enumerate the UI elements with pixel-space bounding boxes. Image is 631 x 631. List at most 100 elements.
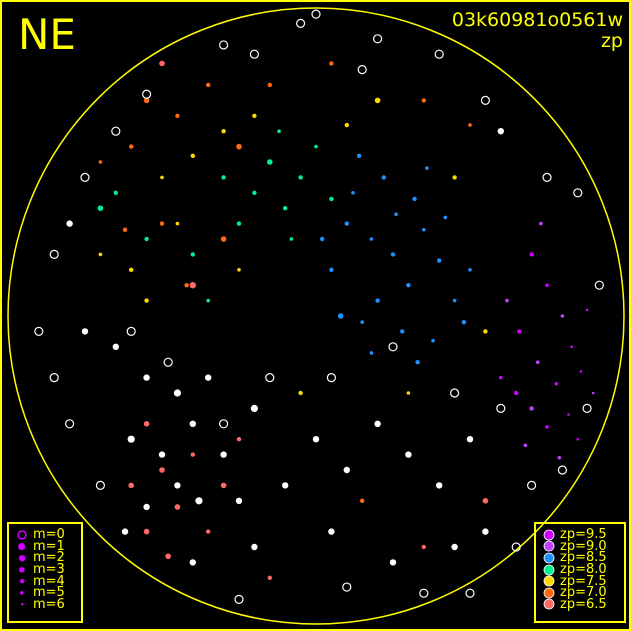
star-point [400, 329, 405, 334]
star-point [64, 419, 75, 429]
legend-symbol [11, 578, 33, 584]
legend-entry: zp=8.5 [538, 550, 624, 566]
star-point [113, 190, 119, 195]
star-point [529, 406, 534, 411]
star-point [251, 543, 258, 551]
star-point [66, 220, 73, 227]
legend-label: zp=9.5 [560, 527, 607, 543]
legend-entry: m=3 [11, 562, 81, 577]
star-point [344, 122, 349, 128]
star-point [539, 221, 543, 226]
star-point [374, 420, 381, 427]
star-point [390, 252, 396, 257]
star-point [560, 314, 565, 318]
star-point [374, 97, 381, 104]
color-by-label: zp [600, 30, 623, 52]
zp-legend: zp=9.5 zp=9.0 zp=8.5 zp=8.0 zp=7.5 zp=7.0 zp=6… [534, 522, 626, 623]
star-point [545, 283, 549, 288]
legend-label: m=5 [33, 585, 65, 601]
star-point [219, 40, 229, 50]
star-point [206, 298, 210, 303]
star-point [143, 421, 150, 427]
legend-entry: zp=9.5 [538, 527, 624, 543]
star-point [34, 326, 44, 336]
legend-label: zp=8.0 [560, 562, 607, 578]
star-point [461, 319, 467, 325]
star-point [190, 252, 195, 257]
magnitude-legend: m=0 m=1 m=2 m=3 m=4 m=5 m=6 [7, 522, 83, 623]
star-point [312, 436, 320, 443]
star-point [143, 97, 150, 104]
star-point [373, 34, 383, 44]
star-point [570, 345, 573, 349]
star-point [267, 82, 272, 88]
star-point [415, 360, 420, 365]
star-point [369, 237, 374, 241]
star-point [406, 391, 411, 395]
star-point [326, 373, 336, 383]
star-point [265, 373, 275, 383]
star-point [98, 252, 103, 257]
legend-symbol [11, 542, 33, 551]
star-point [329, 267, 334, 272]
star-point [369, 351, 374, 355]
star-point [190, 153, 195, 159]
star-point [421, 544, 426, 550]
star-point [175, 113, 180, 119]
star-point [576, 437, 580, 441]
star-point [252, 190, 257, 195]
legend-entry: zp=6.5 [538, 597, 624, 612]
star-point [351, 191, 355, 195]
star-point [360, 498, 365, 503]
star-point [360, 320, 365, 324]
star-point [174, 504, 181, 510]
star-point [144, 298, 149, 303]
legend-symbol [538, 598, 560, 610]
star-point [594, 280, 604, 290]
star-point [142, 89, 152, 99]
star-point [175, 221, 180, 226]
legend-symbol [11, 554, 33, 562]
star-point [206, 529, 211, 534]
star-point [98, 160, 103, 164]
star-point [143, 503, 150, 511]
star-point [289, 237, 294, 241]
star-point [236, 221, 242, 226]
star-point [220, 451, 227, 458]
star-point [329, 61, 334, 66]
star-point [465, 588, 475, 598]
star-point [499, 375, 503, 380]
star-point [582, 403, 592, 413]
star-point [480, 95, 490, 106]
star-point [298, 390, 303, 396]
star-point [482, 498, 489, 504]
star-point [165, 553, 171, 560]
horizon-circle [7, 7, 625, 625]
star-point [143, 374, 150, 381]
star-point [567, 413, 570, 416]
star-point [174, 482, 181, 489]
star-point [388, 342, 398, 352]
star-point [425, 166, 429, 170]
star-point [221, 129, 226, 134]
star-point [121, 528, 129, 535]
star-point [452, 298, 457, 303]
star-point [249, 49, 259, 59]
legend-label: m=2 [33, 550, 65, 566]
legend-symbol [538, 575, 560, 587]
star-point [128, 482, 134, 489]
star-point [219, 419, 229, 429]
legend-symbol [538, 587, 560, 599]
star-point [523, 443, 528, 448]
star-point [220, 236, 227, 242]
star-point [405, 451, 412, 458]
star-point [296, 18, 306, 28]
legend-label: zp=8.5 [560, 550, 607, 566]
star-point [159, 467, 165, 473]
star-point [328, 528, 335, 535]
frame-id-block: 03k60981o0561w zp [452, 10, 623, 52]
legend-entry: m=5 [11, 585, 81, 601]
star-point [236, 437, 242, 442]
star-point [437, 258, 442, 263]
